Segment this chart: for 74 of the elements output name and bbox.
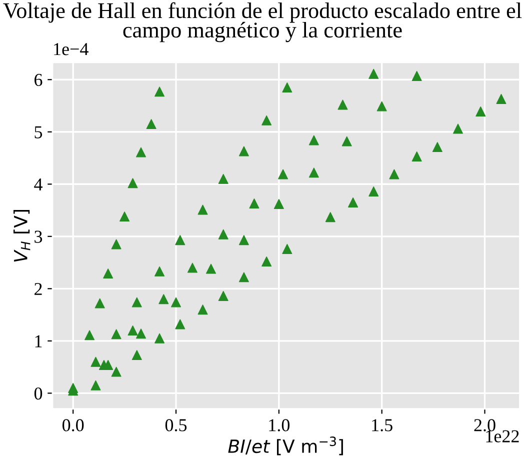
point (111, 329, 122, 340)
point (103, 268, 114, 279)
point (90, 356, 101, 367)
point (198, 304, 208, 315)
text: 1e−4 (54, 43, 88, 56)
point (158, 294, 169, 304)
point (136, 147, 146, 158)
point (218, 229, 228, 240)
y-tick-label: 5 (34, 126, 42, 138)
point (154, 86, 165, 97)
x-axis-title: BI/et [V m$^{−3}$] (228, 436, 343, 456)
point (282, 244, 292, 254)
point (238, 146, 249, 156)
point (218, 290, 228, 301)
point (120, 212, 130, 222)
x-tick-label: 2.0 (474, 419, 496, 432)
point (238, 235, 249, 246)
point (368, 186, 379, 196)
point (238, 272, 249, 282)
point (249, 198, 260, 208)
text: 1e22 (486, 430, 519, 442)
point (218, 174, 228, 184)
point (412, 151, 422, 162)
point (154, 266, 165, 276)
point (282, 82, 292, 92)
point (136, 328, 146, 339)
y-tick-label: 3 (34, 230, 42, 243)
point (68, 382, 78, 393)
point (342, 136, 352, 146)
y-tick-label: 1 (35, 335, 42, 348)
y-tick-label: 2 (34, 282, 42, 295)
point (432, 142, 442, 152)
x-tick-label: 0.0 (62, 419, 84, 432)
point (389, 169, 400, 180)
point (368, 68, 379, 79)
point (84, 330, 95, 340)
point (452, 124, 464, 134)
point (132, 350, 142, 360)
point (90, 380, 101, 390)
point (262, 256, 272, 266)
chart-title: Voltaje de Hall en función de el producto escalado entre el campo magnético y la corriente (3, 2, 522, 42)
point (262, 115, 272, 126)
y-tick-label: 6 (34, 74, 42, 86)
point (274, 198, 284, 210)
point (111, 239, 122, 250)
point (476, 106, 486, 117)
point (128, 178, 138, 188)
point (94, 298, 105, 308)
point (308, 135, 319, 146)
point (175, 319, 186, 330)
point (198, 204, 208, 215)
point (128, 325, 138, 336)
x-tick-label: 1.5 (372, 419, 392, 432)
point (308, 168, 319, 178)
point (187, 262, 198, 273)
point (175, 235, 186, 246)
y-tick-label: 0 (34, 387, 42, 400)
x-tick-label: 0.5 (165, 419, 187, 432)
point (348, 197, 358, 208)
point (170, 297, 182, 308)
point (146, 119, 156, 130)
point (278, 169, 288, 180)
point (412, 70, 422, 81)
point (206, 264, 216, 274)
point (376, 101, 387, 112)
point (132, 297, 142, 308)
y-axis-title: V$_{H}$ [V] (13, 210, 30, 262)
y-tick-label: 4 (34, 178, 42, 190)
point (325, 212, 336, 222)
point (338, 100, 348, 110)
x-tick-label: 1.0 (269, 419, 290, 432)
point (154, 333, 165, 344)
point (496, 94, 506, 104)
point (111, 366, 122, 377)
